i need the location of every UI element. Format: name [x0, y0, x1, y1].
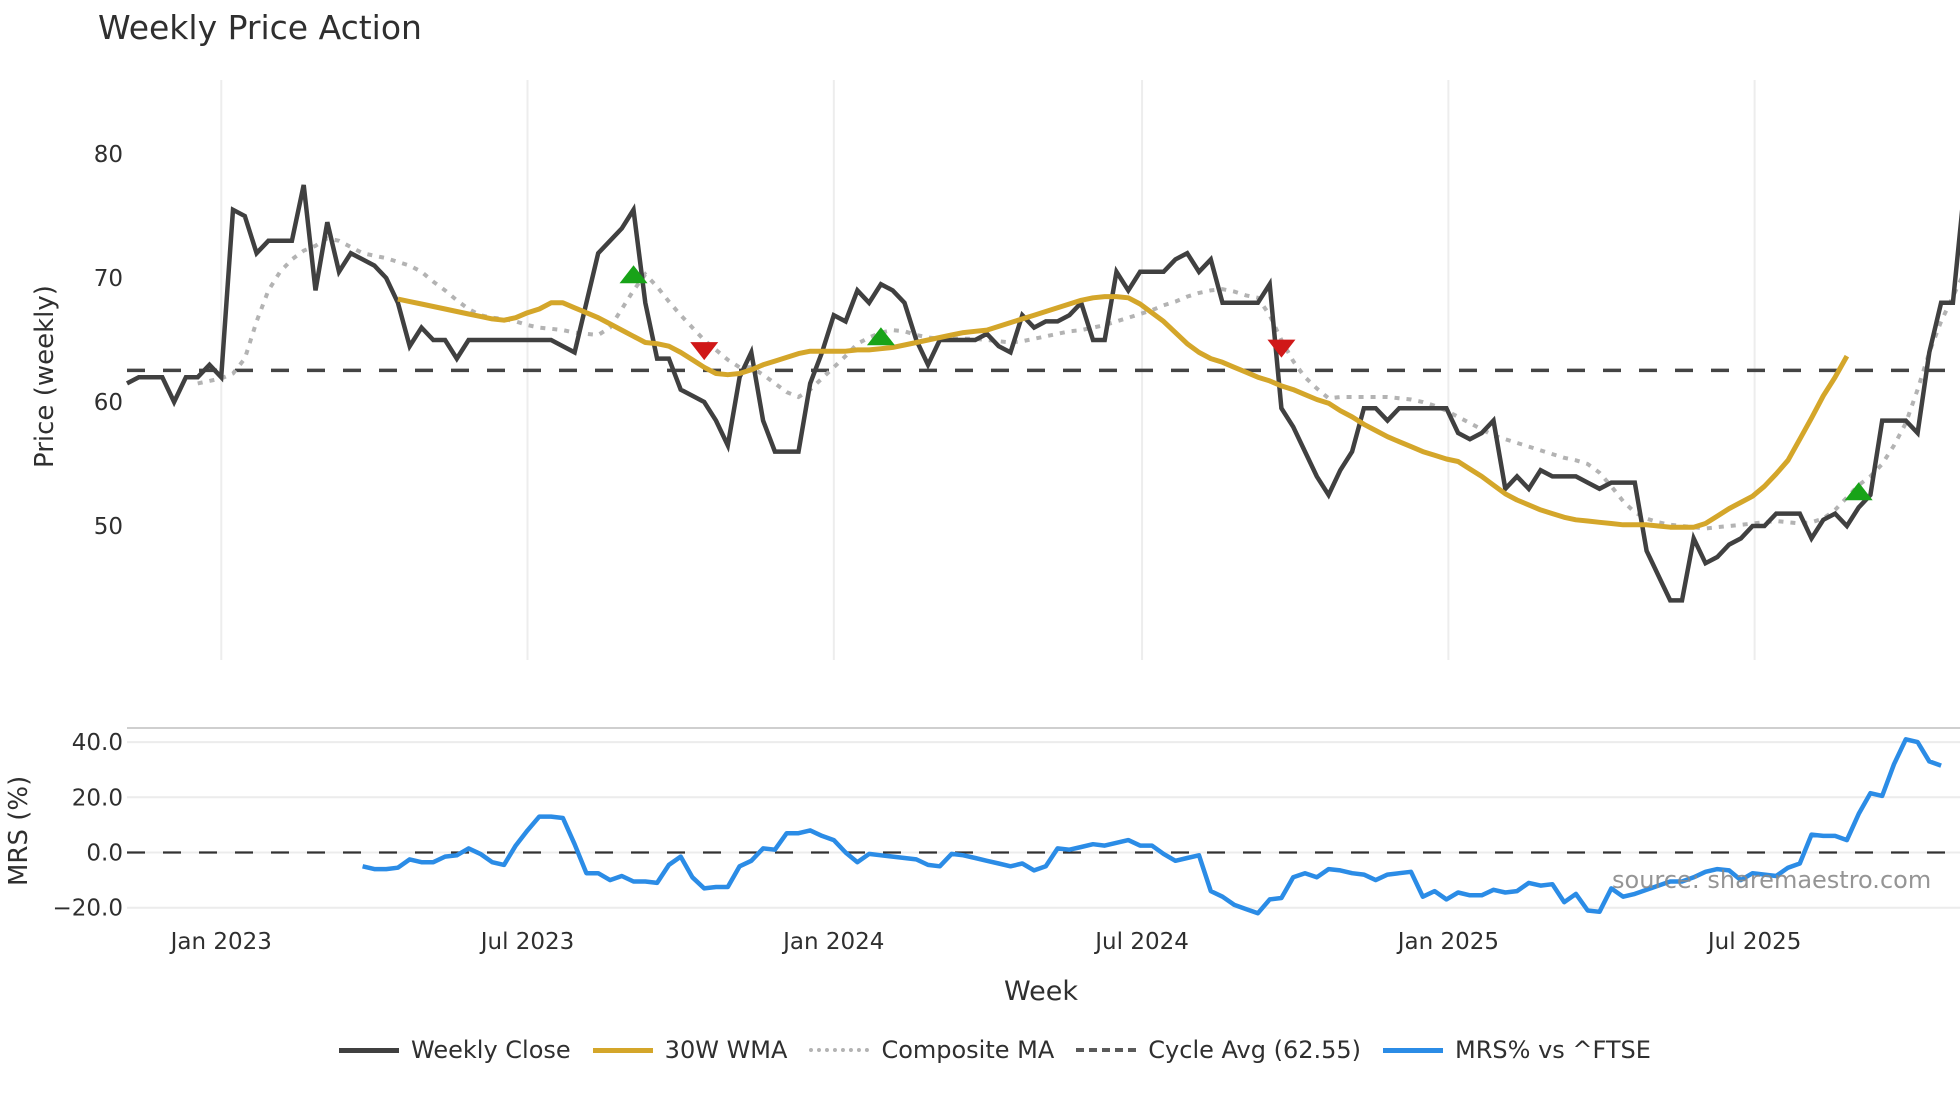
legend: Weekly Close 30W WMA Composite MA Cycle … — [0, 1036, 1960, 1064]
legend-label: Weekly Close — [411, 1036, 571, 1064]
legend-item-weekly-close[interactable]: Weekly Close — [339, 1036, 571, 1064]
legend-label: Composite MA — [881, 1036, 1055, 1064]
price-axis-label: Price (weekly) — [30, 285, 60, 468]
buy-signal-triangle-up-icon — [1844, 482, 1873, 501]
buy-signal-triangle-up-icon — [619, 265, 648, 284]
composite-ma-line — [197, 236, 1960, 531]
legend-item-30w-wma[interactable]: 30W WMA — [592, 1036, 788, 1064]
mrs-y-tick-label: 40.0 — [72, 730, 123, 756]
y-tick-label: 50 — [94, 514, 123, 540]
mrs-y-tick-label: 0.0 — [86, 841, 123, 867]
wma-swatch-icon — [592, 1047, 653, 1053]
legend-label: Cycle Avg (62.55) — [1148, 1036, 1362, 1064]
source-watermark: source: sharemaestro.com — [1612, 866, 1932, 894]
price-y-ticks: 50 60 70 80 — [94, 142, 123, 540]
x-axis-ticks: Jan 2023 Jul 2023 Jan 2024 Jul 2024 Jan 2025… — [169, 929, 1802, 955]
mrs-y-ticks: −20.0 0.0 20.0 40.0 — [53, 730, 123, 922]
mrs-y-tick-label: 20.0 — [72, 785, 123, 811]
sell-signal-triangle-down-icon — [690, 342, 719, 361]
weekly-close-line — [125, 184, 1960, 603]
y-tick-label: 80 — [94, 142, 123, 168]
cycle-avg-swatch-icon — [1076, 1048, 1137, 1052]
x-tick-label: Jul 2024 — [1093, 929, 1189, 955]
wma-line — [397, 294, 1850, 530]
mrs-y-tick-label: −20.0 — [53, 896, 123, 922]
legend-label: MRS% vs ^FTSE — [1455, 1036, 1651, 1064]
legend-item-cycle-avg[interactable]: Cycle Avg (62.55) — [1076, 1036, 1361, 1064]
x-tick-label: Jul 2023 — [479, 929, 575, 955]
weekly-close-swatch-icon — [339, 1047, 400, 1053]
mrs-line — [362, 737, 1942, 916]
mrs-axis-label: MRS (%) — [4, 775, 34, 886]
legend-item-composite-ma[interactable]: Composite MA — [809, 1036, 1054, 1064]
mrs-swatch-icon — [1383, 1047, 1444, 1053]
chart-title: Weekly Price Action — [98, 8, 422, 47]
y-tick-label: 60 — [94, 390, 123, 416]
y-tick-label: 70 — [94, 266, 123, 292]
x-tick-label: Jan 2025 — [1396, 929, 1499, 955]
legend-item-mrs[interactable]: MRS% vs ^FTSE — [1383, 1036, 1651, 1064]
composite-ma-swatch-icon — [809, 1048, 870, 1052]
x-tick-label: Jan 2023 — [169, 929, 272, 955]
x-tick-label: Jan 2024 — [781, 929, 884, 955]
signal-markers — [619, 265, 1873, 501]
x-tick-label: Jul 2025 — [1706, 929, 1802, 955]
buy-signal-triangle-up-icon — [866, 327, 895, 346]
legend-label: 30W WMA — [664, 1036, 788, 1064]
series-lines — [125, 184, 1960, 916]
sell-signal-triangle-down-icon — [1267, 339, 1296, 358]
x-axis-title: Week — [1004, 976, 1078, 1007]
